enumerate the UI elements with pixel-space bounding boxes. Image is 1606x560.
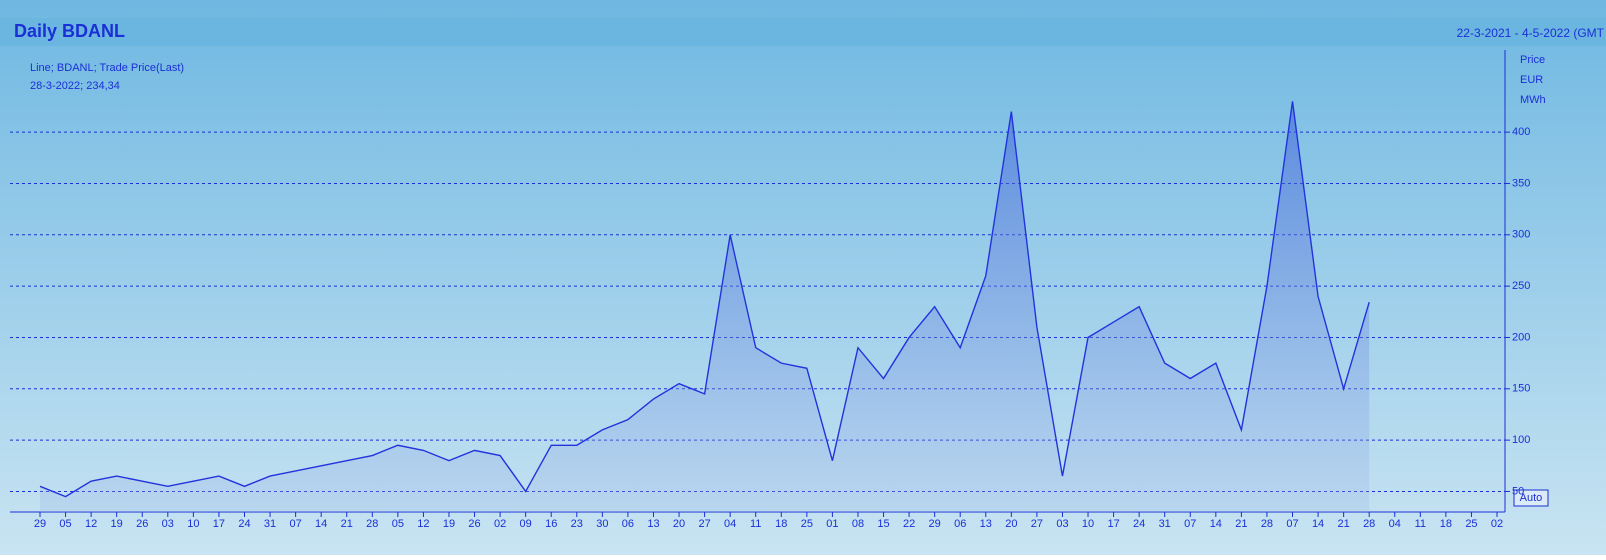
annotation: 28-3-2022; 234,34 [30,80,120,92]
chart-title: Daily BDANL [14,21,125,41]
y-tick-label: 150 [1512,383,1530,395]
x-tick-label: 09 [520,518,532,530]
x-tick-label: 29 [34,518,46,530]
axis-label: MWh [1520,94,1546,106]
x-tick-label: 21 [1338,518,1350,530]
x-tick-label: 18 [775,518,787,530]
x-tick-label: 18 [1440,518,1452,530]
axis-label: Price [1520,54,1545,66]
y-tick-label: 50 [1512,485,1524,497]
legend-text: Line; BDANL; Trade Price(Last) [30,62,184,74]
title-bar [0,18,1606,46]
x-tick-label: 29 [929,518,941,530]
x-tick-label: 01 [826,518,838,530]
x-tick-label: 13 [647,518,659,530]
axis-label: EUR [1520,74,1543,86]
x-tick-label: 14 [1312,518,1324,530]
x-tick-label: 05 [392,518,404,530]
x-tick-label: 20 [1005,518,1017,530]
x-tick-label: 06 [954,518,966,530]
x-tick-label: 07 [1184,518,1196,530]
x-tick-label: 14 [1210,518,1222,530]
y-tick-label: 400 [1512,126,1530,138]
x-tick-label: 12 [85,518,97,530]
x-tick-label: 24 [1133,518,1145,530]
x-tick-label: 31 [264,518,276,530]
auto-button-label[interactable]: Auto [1520,492,1543,504]
x-tick-label: 23 [571,518,583,530]
x-tick-label: 13 [980,518,992,530]
x-tick-label: 20 [673,518,685,530]
x-tick-label: 28 [1363,518,1375,530]
x-tick-label: 27 [1031,518,1043,530]
x-tick-label: 21 [1235,518,1247,530]
x-tick-label: 05 [59,518,71,530]
y-tick-label: 200 [1512,331,1530,343]
x-tick-label: 16 [545,518,557,530]
x-tick-label: 26 [468,518,480,530]
y-tick-label: 250 [1512,280,1530,292]
x-tick-label: 08 [852,518,864,530]
x-tick-label: 27 [698,518,710,530]
x-tick-label: 02 [1491,518,1503,530]
x-tick-label: 19 [111,518,123,530]
x-tick-label: 26 [136,518,148,530]
x-tick-label: 04 [1389,518,1401,530]
x-tick-label: 03 [162,518,174,530]
x-tick-label: 22 [903,518,915,530]
x-tick-label: 25 [1465,518,1477,530]
y-tick-label: 100 [1512,434,1530,446]
x-tick-label: 07 [289,518,301,530]
x-tick-label: 30 [596,518,608,530]
area [40,101,1370,512]
x-tick-label: 11 [750,518,761,530]
x-tick-label: 24 [238,518,250,530]
y-tick-label: 300 [1512,229,1530,241]
x-tick-label: 28 [366,518,378,530]
x-tick-label: 25 [801,518,813,530]
line [39,101,1370,498]
auto-button[interactable] [1513,489,1549,507]
x-tick-label: 10 [1082,518,1094,530]
x-tick-label: 19 [443,518,455,530]
x-tick-label: 14 [315,518,327,530]
x-tick-label: 11 [1415,518,1426,530]
x-tick-label: 21 [341,518,353,530]
x-tick-label: 10 [187,518,199,530]
date-range: 22-3-2021 - 4-5-2022 (GMT [1457,26,1605,40]
x-tick-label: 06 [622,518,634,530]
x-tick-label: 17 [1107,518,1119,530]
x-tick-label: 31 [1159,518,1171,530]
x-tick-label: 03 [1056,518,1068,530]
y-tick-label: 350 [1512,177,1530,189]
x-tick-label: 02 [494,518,506,530]
x-tick-label: 07 [1286,518,1298,530]
x-tick-label: 12 [417,518,429,530]
x-tick-label: 04 [724,518,736,530]
x-tick-label: 17 [213,518,225,530]
x-tick-label: 15 [877,518,889,530]
x-tick-label: 28 [1261,518,1273,530]
